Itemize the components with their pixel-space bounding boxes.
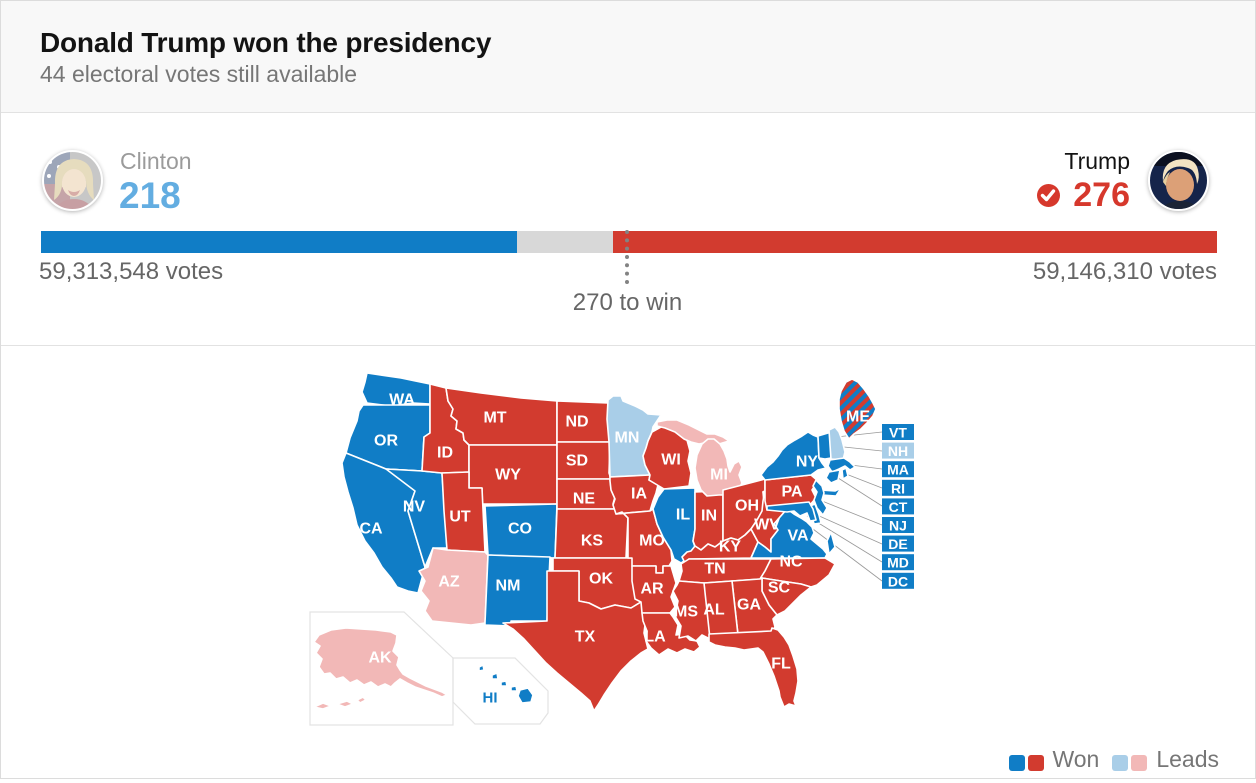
svg-text:MS: MS <box>674 604 698 621</box>
svg-text:HI: HI <box>483 690 498 707</box>
svg-text:RI: RI <box>891 480 905 496</box>
svg-text:AZ: AZ <box>438 574 460 591</box>
svg-text:NE: NE <box>573 491 596 508</box>
svg-text:NC: NC <box>779 554 803 571</box>
svg-text:GA: GA <box>737 597 761 614</box>
svg-text:PA: PA <box>781 484 802 501</box>
svg-text:AK: AK <box>368 650 392 667</box>
svg-text:MI: MI <box>710 467 728 484</box>
svg-text:MN: MN <box>615 430 640 447</box>
svg-text:NJ: NJ <box>889 518 907 534</box>
svg-text:WV: WV <box>754 517 780 534</box>
svg-text:DE: DE <box>888 536 907 552</box>
svg-text:MT: MT <box>483 410 506 427</box>
svg-text:SD: SD <box>566 453 588 470</box>
svg-text:VA: VA <box>787 528 808 545</box>
svg-text:IL: IL <box>676 507 690 524</box>
svg-text:AL: AL <box>703 602 725 619</box>
svg-text:WY: WY <box>495 467 521 484</box>
svg-text:SC: SC <box>768 580 791 597</box>
svg-text:NY: NY <box>796 454 819 471</box>
svg-text:MO: MO <box>639 533 665 550</box>
svg-text:LA: LA <box>644 629 666 646</box>
svg-text:OH: OH <box>735 498 759 515</box>
svg-text:IN: IN <box>701 508 717 525</box>
svg-text:ME: ME <box>846 409 870 426</box>
svg-text:MA: MA <box>887 462 909 478</box>
svg-text:TN: TN <box>704 561 725 578</box>
svg-text:OR: OR <box>374 433 398 450</box>
svg-text:KS: KS <box>581 533 604 550</box>
svg-text:NH: NH <box>888 443 908 459</box>
svg-text:CT: CT <box>889 499 908 515</box>
svg-text:NV: NV <box>403 499 426 516</box>
svg-text:WI: WI <box>661 452 681 469</box>
svg-text:AR: AR <box>640 581 664 598</box>
svg-text:CO: CO <box>508 521 532 538</box>
svg-text:VT: VT <box>889 425 907 441</box>
svg-text:MD: MD <box>887 555 909 571</box>
svg-text:ID: ID <box>437 445 453 462</box>
svg-text:NM: NM <box>496 578 521 595</box>
svg-text:TX: TX <box>575 629 596 646</box>
svg-text:WA: WA <box>389 392 415 409</box>
svg-text:FL: FL <box>771 656 791 673</box>
svg-text:CA: CA <box>359 521 383 538</box>
svg-text:ND: ND <box>565 414 588 431</box>
svg-text:DC: DC <box>888 573 908 589</box>
svg-text:KY: KY <box>719 539 742 556</box>
svg-text:IA: IA <box>631 486 647 503</box>
svg-text:OK: OK <box>589 571 613 588</box>
svg-text:UT: UT <box>449 509 471 526</box>
